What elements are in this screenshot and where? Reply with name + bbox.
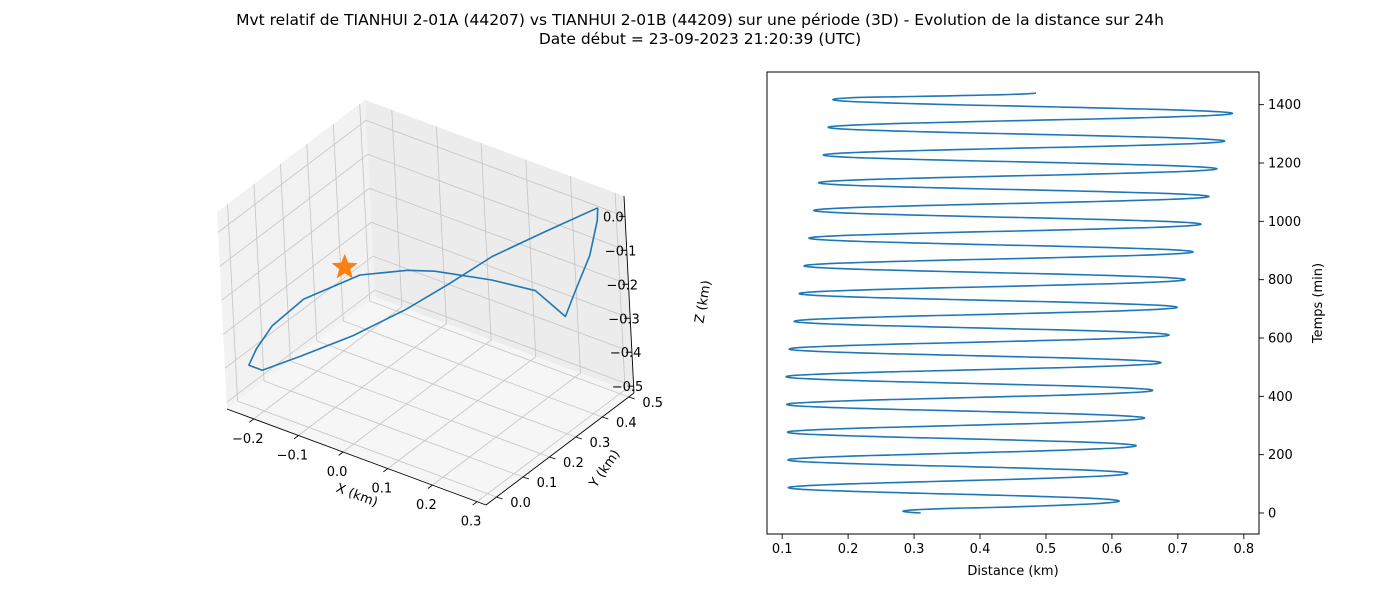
- z-tick-label: −0.2: [607, 278, 639, 293]
- y-gridline: [290, 360, 550, 458]
- plot-frame: [766, 71, 1260, 535]
- x-tick-mark: [293, 435, 299, 440]
- y-gridline: [306, 143, 318, 342]
- z-tick-label: 0.0: [603, 210, 624, 225]
- x-axis-line: [226, 408, 487, 506]
- y-gridline: [227, 203, 239, 402]
- y-gridline: [279, 163, 291, 362]
- z-gridline: [219, 153, 627, 267]
- z-tick-label: −0.4: [610, 346, 642, 361]
- pane-z: [227, 297, 634, 505]
- distance-time-plot: 0.1 0.2 0.3 0.4 0.5 0.6 0.7 0.8 0 200 400 600 800 100…: [766, 71, 1326, 579]
- z-axis-line: [623, 195, 635, 394]
- x-tick-label: 0.6: [1102, 542, 1123, 557]
- z-tick-label: −0.5: [612, 380, 644, 395]
- x-tick-label: 0.3: [461, 515, 482, 530]
- x-tick-mark: [338, 451, 344, 456]
- x-tick-label: −0.1: [277, 449, 309, 464]
- pane-x: [217, 100, 375, 409]
- x-gridline: [476, 192, 626, 503]
- x-tick-mark: [472, 501, 478, 506]
- x-tick-mark: [383, 468, 389, 473]
- y-tick-label: 1000: [1268, 215, 1301, 230]
- y-tick-label: 400: [1268, 390, 1293, 405]
- x-tick-label: 0.1: [371, 482, 392, 497]
- y-gridline: [263, 380, 524, 478]
- y-axis-label: Y (km): [586, 447, 623, 491]
- y-axis-line: [485, 392, 635, 506]
- z-gridline: [222, 221, 631, 335]
- x-tick-label: 0.8: [1233, 542, 1254, 557]
- y-gridline: [316, 340, 577, 438]
- x-tick-label: −0.2: [232, 432, 264, 447]
- y-tick-label: 0.5: [642, 396, 663, 411]
- x-tick-label: 0.5: [1036, 542, 1057, 557]
- y-tick-mark: [575, 436, 582, 440]
- distance-line: [785, 92, 1234, 514]
- y-gridline: [332, 123, 344, 322]
- origin-star-marker: [331, 253, 358, 279]
- x-tick-mark: [427, 484, 433, 489]
- figure-subtitle: Date début = 23-09-2023 21:20:39 (UTC): [539, 30, 861, 48]
- x-tick-label: 0.7: [1168, 542, 1189, 557]
- y-tick-label: 600: [1268, 332, 1293, 347]
- y-tick-label: 0.2: [563, 456, 584, 471]
- z-tick-label: −0.3: [608, 312, 640, 327]
- y-gridline: [343, 320, 603, 418]
- z-axis-label: Z (km): [692, 279, 714, 324]
- x-tick-label: 0.2: [838, 542, 859, 557]
- z-tick-label: −0.1: [605, 244, 637, 259]
- figure-title: Mvt relatif de TIANHUI 2-01A (44207) vs …: [236, 11, 1164, 29]
- x-tick-label: 0.1: [772, 542, 793, 557]
- trajectory-line: [248, 207, 599, 372]
- x-gridline: [298, 126, 447, 436]
- y-gridline: [253, 183, 265, 382]
- x-tick-label: 0.2: [416, 498, 437, 513]
- x-axis-label: Distance (km): [967, 564, 1058, 579]
- x-gridline: [342, 142, 492, 453]
- y-gridline: [369, 300, 629, 398]
- y-tick-label: 1200: [1268, 157, 1301, 172]
- y-tick-mark: [522, 476, 530, 480]
- z-gridline: [224, 255, 633, 369]
- x-tick-label: 0.3: [904, 542, 925, 557]
- x-gridline: [387, 159, 537, 469]
- y-tick-label: 200: [1268, 448, 1293, 463]
- y-tick-mark: [496, 496, 503, 500]
- y-tick-mark: [628, 396, 635, 400]
- y-tick-label: 800: [1268, 273, 1293, 288]
- x-tick-label: 0.4: [970, 542, 991, 557]
- x-gridline: [253, 109, 403, 420]
- pane-y: [365, 100, 634, 393]
- y-tick-label: 1400: [1268, 98, 1301, 113]
- x-gridline: [432, 176, 581, 486]
- y-gridline: [359, 103, 371, 302]
- y-gridline: [237, 400, 497, 498]
- y-tick-mark: [602, 416, 609, 420]
- y-tick-label: 0.3: [590, 436, 611, 451]
- y-tick-mark: [549, 456, 556, 460]
- y-tick-label: 0.1: [537, 476, 558, 491]
- y-tick-label: 0.0: [510, 496, 531, 511]
- y-axis-label: Temps (min): [1311, 263, 1326, 344]
- trajectory-3d-plot: −0.2 −0.1 0.0 0.1 0.2 0.3 0.0 0.1 0.2 0.3 0.4 0.5 0.…: [217, 100, 715, 530]
- y-tick-label: 0.4: [616, 416, 637, 431]
- y-tick-label: 0: [1268, 507, 1276, 522]
- z-gridline: [217, 119, 626, 233]
- x-tick-mark: [249, 418, 255, 423]
- z-gridline: [221, 187, 629, 301]
- x-tick-label: 0.0: [327, 465, 348, 480]
